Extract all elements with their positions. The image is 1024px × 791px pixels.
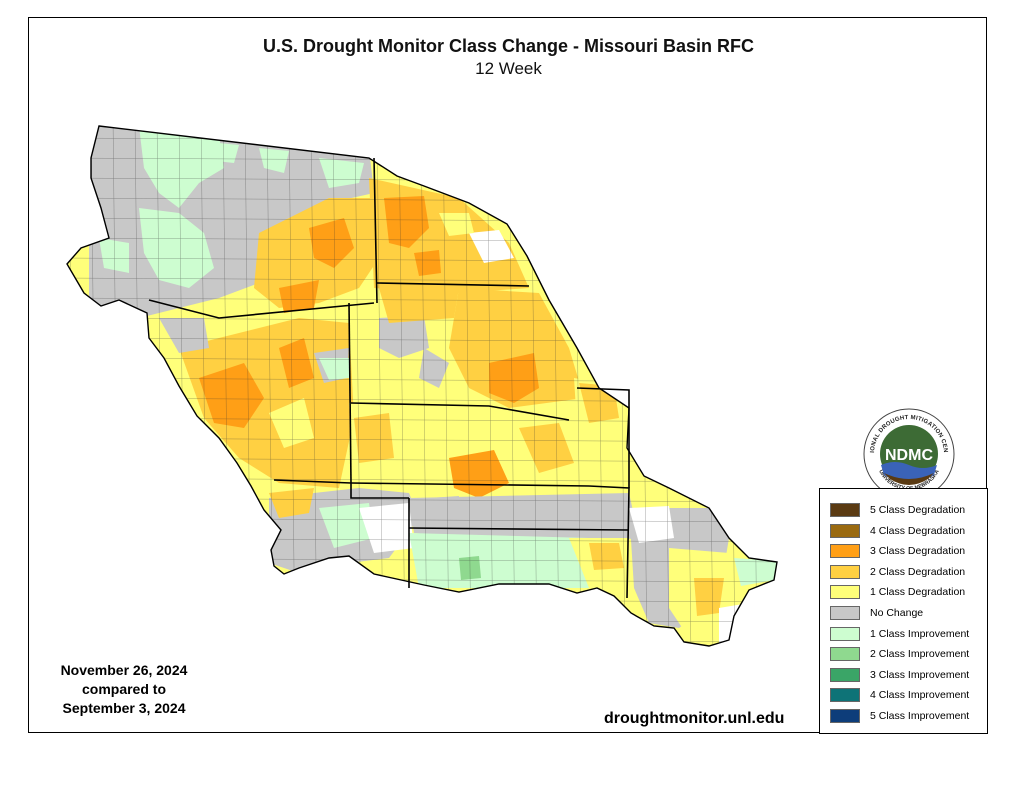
zone-montana-improve-2 bbox=[139, 208, 214, 288]
legend-swatch bbox=[830, 606, 860, 620]
zone-montana-improve-3 bbox=[259, 148, 289, 173]
border-mt-nd bbox=[373, 157, 378, 304]
legend-label: 5 Class Degradation bbox=[870, 504, 966, 516]
logo-text: NDMC bbox=[885, 447, 933, 464]
legend-swatch bbox=[830, 503, 860, 517]
zone-mo-white-2 bbox=[719, 603, 749, 646]
legend-item: 5 Class Improvement bbox=[830, 707, 985, 727]
zone-nd-deg3b bbox=[414, 250, 441, 276]
border-wy-co bbox=[273, 479, 352, 484]
map-subtitle: 12 Week bbox=[475, 59, 542, 78]
legend-swatch bbox=[830, 585, 860, 600]
legend-swatch bbox=[830, 544, 860, 559]
legend-label: 3 Class Degradation bbox=[870, 545, 966, 558]
zone-montana-improve-5 bbox=[199, 141, 239, 163]
border-nd-sd bbox=[376, 282, 530, 287]
zone-ks-deg2 bbox=[589, 543, 624, 570]
legend-item: 1 Class Degradation bbox=[830, 583, 985, 603]
legend-item: 4 Class Degradation bbox=[830, 522, 985, 542]
legend-label: 4 Class Degradation bbox=[870, 524, 966, 537]
legend-swatch bbox=[830, 709, 860, 723]
legend-item: 2 Class Degradation bbox=[830, 563, 985, 583]
date-current: November 26, 2024 bbox=[60, 662, 188, 678]
legend-swatch bbox=[830, 626, 860, 641]
date-compared-to: compared to bbox=[81, 681, 166, 697]
date-range: November 26, 2024 compared to September … bbox=[41, 661, 207, 718]
map-frame: U.S. Drought Monitor Class Change - Miss… bbox=[28, 17, 988, 734]
map-title: U.S. Drought Monitor Class Change - Miss… bbox=[262, 36, 755, 56]
legend-swatch bbox=[830, 688, 860, 703]
legend-item: 4 Class Improvement bbox=[830, 686, 985, 706]
legend-item: 3 Class Degradation bbox=[830, 542, 985, 562]
zone-co-improve bbox=[319, 503, 374, 548]
zone-ks-nochange bbox=[409, 493, 639, 543]
zone-ne-deg2b bbox=[354, 413, 394, 463]
legend-label: 1 Class Degradation bbox=[870, 586, 966, 599]
legend-swatch bbox=[830, 564, 860, 579]
zone-co-white bbox=[359, 503, 414, 553]
zone-mt-east-deg3 bbox=[309, 218, 354, 268]
zone-mt-east-deg3b bbox=[279, 280, 319, 313]
missouri-basin-map bbox=[66, 125, 778, 647]
zone-sd-deg2-east bbox=[449, 288, 584, 408]
ndmc-logo: NATIONAL DROUGHT MITIGATION CENTER UNIVE… bbox=[862, 407, 955, 500]
legend-label: 2 Class Improvement bbox=[870, 648, 970, 661]
legend-swatch bbox=[830, 647, 860, 662]
zone-mo-deg2 bbox=[694, 578, 724, 616]
border-ne-co bbox=[350, 483, 409, 499]
zone-montana-improve-6 bbox=[99, 238, 129, 273]
legend-item: No Change bbox=[830, 604, 985, 624]
zone-ne-deg2 bbox=[519, 423, 574, 473]
border-ks-mo bbox=[588, 485, 630, 599]
border-ia-mo bbox=[576, 387, 630, 488]
border-wy-sd bbox=[348, 302, 352, 484]
legend-swatch bbox=[830, 667, 860, 682]
legend-label: 5 Class Improvement bbox=[870, 710, 970, 722]
legend-label: No Change bbox=[870, 607, 924, 619]
zone-co-deg2 bbox=[269, 488, 314, 518]
zone-mo-improve bbox=[734, 558, 777, 586]
zone-nd-white bbox=[469, 230, 514, 263]
zone-sd-deg2-west bbox=[379, 288, 459, 323]
legend-item: 1 Class Improvement bbox=[830, 625, 985, 645]
zone-sd-nochange-2 bbox=[419, 348, 449, 388]
border-ks-ok bbox=[408, 527, 630, 531]
legend-label: 3 Class Improvement bbox=[870, 668, 970, 681]
zone-sd-nochange bbox=[379, 316, 429, 358]
border-mt-wy bbox=[148, 299, 375, 319]
zone-wy-nochange bbox=[159, 318, 209, 353]
date-previous: September 3, 2024 bbox=[62, 700, 186, 716]
border-ne-ks bbox=[350, 482, 590, 487]
source-url: droughtmonitor.unl.edu bbox=[604, 710, 785, 727]
zone-nd-deg1 bbox=[439, 213, 474, 236]
legend-label: 1 Class Improvement bbox=[870, 627, 970, 640]
legend-label: 4 Class Improvement bbox=[870, 689, 970, 702]
basin-outline bbox=[66, 125, 778, 647]
legend-item: 5 Class Degradation bbox=[830, 501, 985, 521]
zone-ne-deg1 bbox=[349, 403, 589, 488]
zone-wy-deg1 bbox=[269, 398, 314, 448]
zone-wy-deg2 bbox=[179, 318, 354, 488]
zone-sd-deg3 bbox=[489, 353, 539, 403]
legend: 5 Class Degradation 4 Class Degradation 3 … bbox=[819, 488, 988, 734]
legend-item: 3 Class Improvement bbox=[830, 666, 985, 686]
legend-swatch bbox=[830, 523, 860, 538]
legend-label: 2 Class Degradation bbox=[870, 565, 966, 578]
zone-mo-white bbox=[629, 506, 674, 543]
border-sd-ne bbox=[350, 402, 570, 421]
state-borders bbox=[148, 157, 630, 599]
zone-wy-deg3b bbox=[279, 338, 314, 388]
zone-ne-deg3 bbox=[449, 450, 509, 498]
zone-wy-improve bbox=[319, 358, 349, 380]
zone-nd-deg3 bbox=[384, 196, 429, 248]
legend-item: 2 Class Improvement bbox=[830, 645, 985, 665]
zone-montana-improve-4 bbox=[319, 158, 364, 188]
